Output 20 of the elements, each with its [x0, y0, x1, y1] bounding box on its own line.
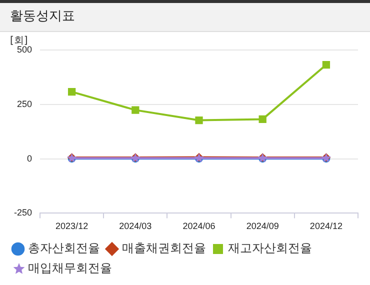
y-tick-label: 500 — [16, 44, 32, 54]
y-tick-label: 250 — [16, 98, 32, 109]
chart-title: 활동성지표 — [0, 0, 370, 32]
legend-label: 총자산회전율 — [28, 241, 100, 256]
y-tick-label: -250 — [14, 208, 32, 218]
point — [68, 88, 76, 96]
point — [258, 115, 266, 124]
legend-label: 재고자산회전율 — [228, 241, 312, 256]
point — [322, 60, 330, 69]
y-tick-label: 0 — [27, 153, 32, 164]
point — [132, 106, 140, 114]
legend-label: 매입채무회전율 — [28, 261, 112, 276]
point — [195, 116, 203, 124]
x-tick-label: 2024/12 — [310, 221, 342, 232]
legend-label: 매출채권회전율 — [122, 241, 206, 256]
x-tick-label: 2024/06 — [182, 221, 216, 232]
x-tick-label: 2023/12 — [56, 221, 88, 232]
x-tick-label: 2024/09 — [246, 221, 279, 232]
y-axis-title: [회] — [10, 36, 28, 47]
x-tick-label: 2024/03 — [119, 221, 152, 232]
